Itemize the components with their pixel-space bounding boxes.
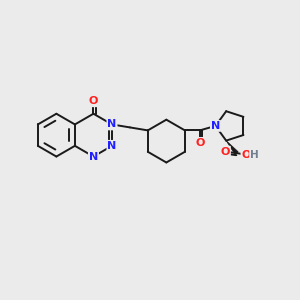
Text: O: O bbox=[89, 96, 98, 106]
Text: O: O bbox=[220, 147, 230, 157]
Text: N: N bbox=[211, 121, 220, 131]
Text: H: H bbox=[250, 150, 259, 160]
Text: N: N bbox=[107, 119, 117, 129]
Text: N: N bbox=[89, 152, 98, 161]
Text: O: O bbox=[195, 138, 204, 148]
Text: O: O bbox=[242, 150, 251, 160]
Polygon shape bbox=[226, 141, 238, 154]
Text: N: N bbox=[107, 141, 117, 151]
